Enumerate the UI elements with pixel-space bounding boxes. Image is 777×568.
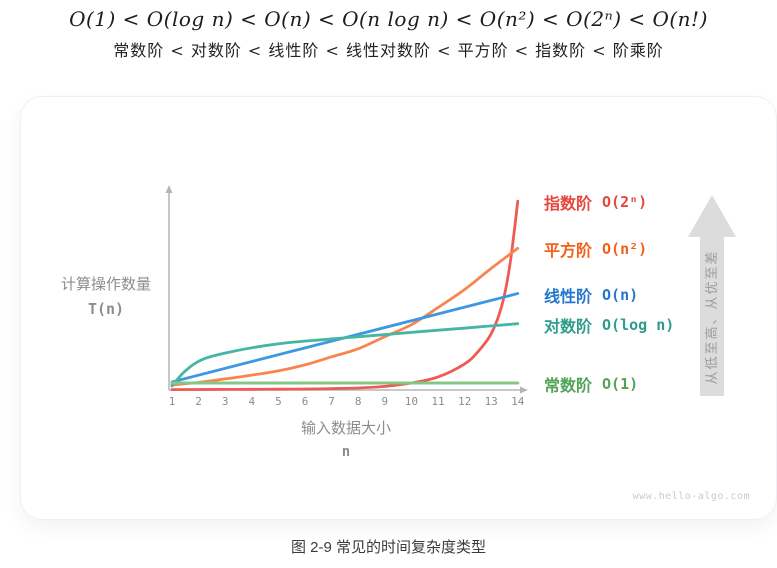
x-tick-label: 10 (405, 395, 418, 408)
curve-quadratic (170, 246, 520, 387)
y-axis-label-block: 计算操作数量 T(n) (36, 274, 176, 320)
legend-name-quadratic: 平方阶 (544, 243, 593, 261)
curve-logarithmic (170, 322, 520, 388)
x-tick-label: 14 (511, 395, 525, 408)
x-axis-label-block: 输入数据大小 n (266, 417, 426, 460)
watermark: www.hello-algo.com (632, 491, 750, 502)
x-tick-label: 12 (458, 395, 471, 408)
x-tick-label: 9 (381, 395, 388, 408)
curve-exponential (170, 199, 520, 391)
x-axis-arrowhead (520, 386, 528, 394)
chart-svg: 1 2 3 4 5 6 7 8 9 10 11 12 13 14 (165, 185, 736, 408)
legend-item-constant: 常数阶 O(1) (544, 372, 638, 396)
legend-item-quadratic: 平方阶 O(n²) (544, 237, 647, 261)
legend-name-logarithmic: 对数阶 (544, 318, 593, 336)
figure-caption: 图 2-9 常见的时间复杂度类型 (290, 539, 487, 556)
legend-item-linear: 线性阶 O(n) (544, 283, 638, 307)
legend-name-exponential: 指数阶 (544, 196, 593, 214)
x-tick-label: 11 (431, 395, 444, 408)
complexity-formula-chinese: 常数阶 < 对数阶 < 线性阶 < 线性对数阶 < 平方阶 < 指数阶 < 阶乘… (113, 41, 664, 60)
figure-card: 1 2 3 4 5 6 7 8 9 10 11 12 13 14 计算操作数量 T(n) 输入数据大小 n… (20, 96, 777, 520)
x-tick-label: 13 (485, 395, 498, 408)
x-tick-label: 7 (328, 395, 335, 408)
complexity-formula-math: O(1) < O(log n) < O(n) < O(n log n) < O(… (69, 7, 708, 31)
x-tick-label: 1 (169, 395, 176, 408)
x-tick-label: 6 (302, 395, 309, 408)
y-axis-symbol: T(n) (87, 300, 125, 318)
legend-name-constant: 常数阶 (544, 377, 593, 395)
legend-notation-logarithmic: O(log n) (602, 315, 675, 334)
legend-item-logarithmic: 对数阶 O(log n) (544, 313, 674, 337)
x-tick-label: 4 (248, 395, 255, 408)
y-axis-arrowhead (165, 185, 173, 193)
ordering-arrow-label: 从低至高、从优至差 (704, 249, 719, 385)
x-tick-label: 3 (222, 395, 229, 408)
x-axis-label: 输入数据大小 (300, 420, 391, 437)
x-tick-label: 5 (275, 395, 282, 408)
y-axis-label: 计算操作数量 (60, 276, 151, 293)
ordering-arrow (688, 195, 736, 396)
x-tick-label: 8 (355, 395, 362, 408)
legend-notation-constant: O(1) (602, 374, 639, 393)
legend-name-linear: 线性阶 (544, 288, 593, 306)
legend-item-exponential: 指数阶 O(2ⁿ) (544, 190, 647, 214)
x-axis-symbol: n (341, 444, 351, 460)
legend-notation-quadratic: O(n²) (602, 240, 648, 259)
legend-notation-exponential: O(2ⁿ) (602, 193, 648, 212)
legend-notation-linear: O(n) (602, 285, 639, 304)
x-tick-label: 2 (195, 395, 202, 408)
